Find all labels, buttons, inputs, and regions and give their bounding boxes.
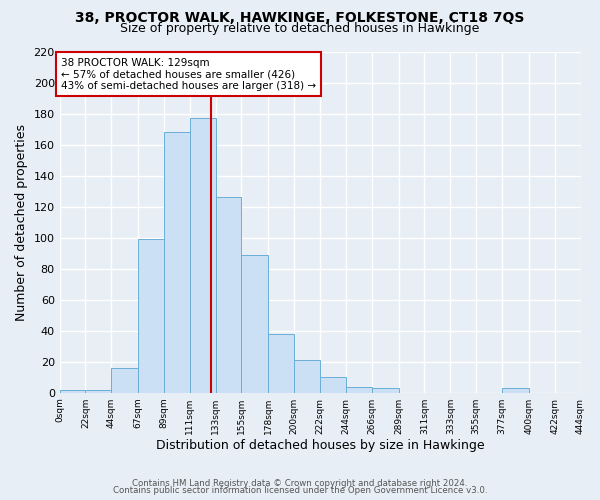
- Bar: [59, 390, 85, 392]
- Text: Contains public sector information licensed under the Open Government Licence v3: Contains public sector information licen…: [113, 486, 487, 495]
- Bar: [190, 118, 215, 392]
- Bar: [85, 390, 111, 392]
- Bar: [346, 386, 371, 392]
- Bar: [268, 334, 294, 392]
- Text: 38 PROCTOR WALK: 129sqm
← 57% of detached houses are smaller (426)
43% of semi-d: 38 PROCTOR WALK: 129sqm ← 57% of detache…: [61, 58, 316, 91]
- X-axis label: Distribution of detached houses by size in Hawkinge: Distribution of detached houses by size …: [156, 440, 484, 452]
- Bar: [294, 360, 320, 392]
- Bar: [111, 368, 138, 392]
- Text: Contains HM Land Registry data © Crown copyright and database right 2024.: Contains HM Land Registry data © Crown c…: [132, 478, 468, 488]
- Text: 38, PROCTOR WALK, HAWKINGE, FOLKESTONE, CT18 7QS: 38, PROCTOR WALK, HAWKINGE, FOLKESTONE, …: [76, 11, 524, 25]
- Bar: [241, 254, 268, 392]
- Bar: [502, 388, 529, 392]
- Bar: [215, 198, 241, 392]
- Bar: [371, 388, 398, 392]
- Bar: [138, 239, 164, 392]
- Bar: [320, 377, 346, 392]
- Bar: [164, 132, 190, 392]
- Text: Size of property relative to detached houses in Hawkinge: Size of property relative to detached ho…: [121, 22, 479, 35]
- Y-axis label: Number of detached properties: Number of detached properties: [15, 124, 28, 320]
